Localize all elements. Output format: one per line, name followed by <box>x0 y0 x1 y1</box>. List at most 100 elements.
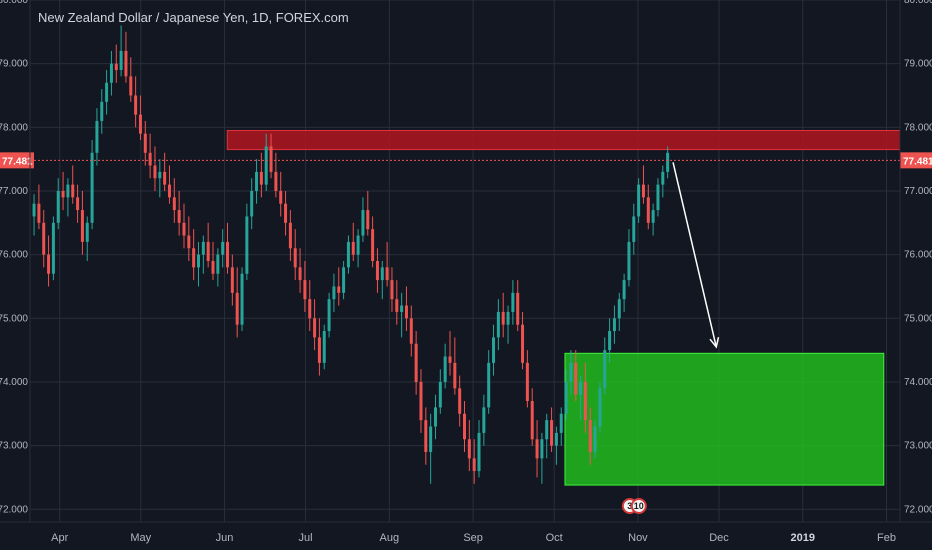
candle-body <box>32 203 36 217</box>
candle-body <box>651 210 655 223</box>
candle-body <box>371 229 375 261</box>
candle-body <box>342 267 346 293</box>
candle-body <box>472 458 476 472</box>
x-tick-label: Jun <box>216 532 234 544</box>
x-tick-label: Apr <box>51 532 68 544</box>
y-tick-label-right: 78.000 <box>904 122 932 133</box>
candle-body <box>579 381 583 395</box>
candle-body <box>76 197 80 211</box>
y-tick-label-left: 78.000 <box>0 122 28 133</box>
candle-body <box>366 210 370 230</box>
candle-body <box>66 184 70 198</box>
candle-body <box>467 439 471 459</box>
x-tick-label: May <box>130 532 151 544</box>
candle-body <box>390 280 394 300</box>
candle-body <box>332 286 336 300</box>
candle-body <box>433 407 437 427</box>
candle-body <box>85 222 89 242</box>
candles <box>32 25 670 484</box>
candle-body <box>385 267 389 281</box>
candle-body <box>56 190 60 223</box>
candle-body <box>337 286 341 293</box>
candle-body <box>293 248 297 268</box>
candle-body <box>206 241 210 261</box>
price-tag-right <box>900 152 932 169</box>
y-tick-label-right: 76.000 <box>904 250 932 261</box>
candle-body <box>492 337 496 363</box>
candle-body <box>448 356 452 363</box>
candle-body <box>317 337 321 363</box>
candle-body <box>656 184 660 211</box>
candle-body <box>42 222 46 255</box>
candle-body <box>598 388 602 427</box>
candle-body <box>47 254 51 274</box>
candle-body <box>109 63 113 83</box>
candle-body <box>37 203 41 223</box>
y-tick-label-left: 74.000 <box>0 377 28 388</box>
candle-body <box>477 432 481 472</box>
forecast-arrow-line <box>672 162 718 348</box>
candle-body <box>298 267 302 281</box>
x-tick-label: Feb <box>877 532 896 544</box>
candle-body <box>453 362 457 389</box>
event-marker <box>630 498 647 514</box>
overlays: 77.481 77.481 3 10 <box>0 152 932 514</box>
candle-body <box>612 318 616 332</box>
candle-body <box>419 381 423 421</box>
candle-body <box>661 171 665 185</box>
candle-body <box>622 280 626 300</box>
candle-body <box>250 190 254 217</box>
candle-body <box>327 299 331 332</box>
x-tick-label: 2019 <box>790 532 814 544</box>
candle-body <box>274 171 278 191</box>
candle-body <box>482 407 486 433</box>
candle-body <box>429 426 433 452</box>
x-tick-label: Jul <box>299 532 313 544</box>
candle-body <box>588 420 592 452</box>
candle-body <box>395 299 399 312</box>
y-tick-label-left: 76.000 <box>0 250 28 261</box>
candle-body <box>114 63 118 71</box>
candle-body <box>487 362 491 408</box>
candle-body <box>361 210 365 236</box>
candle-body <box>129 76 133 96</box>
candle-body <box>138 114 142 134</box>
candle-body <box>134 95 138 115</box>
candle-body <box>153 165 157 179</box>
candle-body <box>511 292 515 312</box>
candle-body <box>530 401 534 440</box>
candle-body <box>279 190 283 204</box>
candle-body <box>409 318 413 344</box>
candle-body <box>540 439 544 459</box>
candle-body <box>550 420 554 446</box>
candle-body <box>574 362 578 395</box>
candle-body <box>617 299 621 319</box>
y-tick-label-left: 72.000 <box>0 504 28 515</box>
y-tick-label-left: 79.000 <box>0 59 28 70</box>
candle-body <box>308 299 312 319</box>
candle-body <box>559 413 563 433</box>
candle-body <box>313 318 317 338</box>
candle-body <box>196 254 200 268</box>
candle-body <box>303 280 307 300</box>
x-tick-label: Oct <box>546 532 563 544</box>
candle-body <box>148 152 152 166</box>
candle-body <box>158 171 162 179</box>
candle-body <box>143 133 147 153</box>
candle-body <box>641 184 645 198</box>
candle-body <box>105 82 109 102</box>
candle-body <box>608 331 612 351</box>
candle-body <box>284 203 288 223</box>
candle-body <box>192 248 196 268</box>
x-tick-label: Dec <box>709 532 729 544</box>
candle-body <box>666 152 670 172</box>
candle-body <box>172 197 176 211</box>
candle-body <box>496 311 500 338</box>
candle-body <box>288 222 292 249</box>
candle-body <box>90 152 94 223</box>
candle-body <box>71 184 75 198</box>
candle-body <box>593 426 597 452</box>
candle-body <box>124 50 128 77</box>
